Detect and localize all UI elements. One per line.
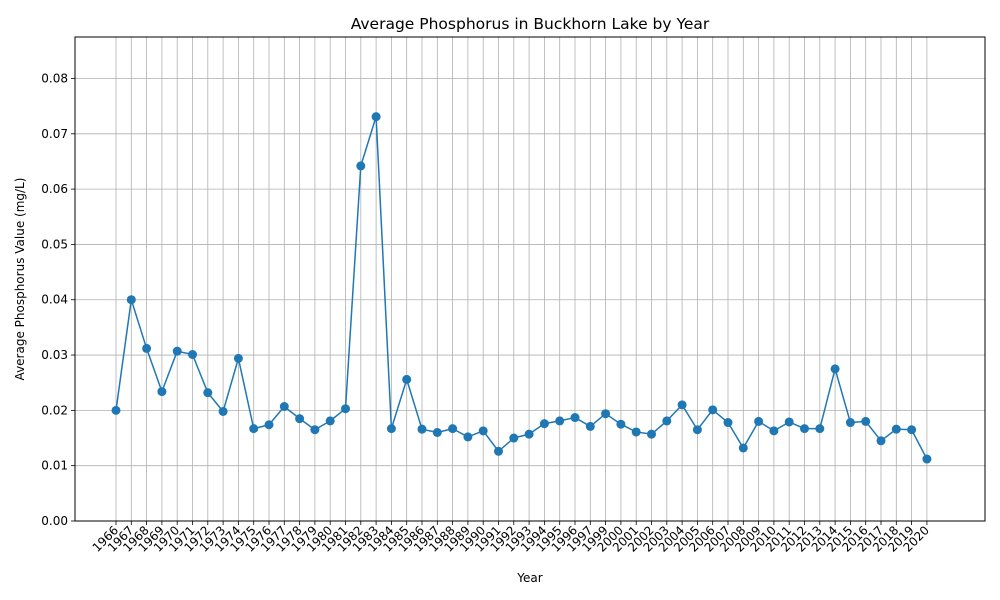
data-point	[784, 417, 794, 427]
data-point	[907, 425, 917, 435]
data-point	[172, 346, 182, 356]
data-point	[662, 416, 672, 426]
data-point	[800, 424, 809, 434]
y-tick-label: 0.06	[41, 182, 68, 196]
data-point	[616, 419, 626, 429]
data-point	[539, 419, 549, 429]
data-point	[631, 427, 641, 437]
data-point	[249, 424, 259, 434]
y-tick-label: 0.01	[41, 459, 68, 473]
data-point	[341, 404, 350, 414]
data-point	[754, 416, 764, 426]
data-point	[203, 388, 213, 398]
y-tick-label: 0.00	[41, 514, 68, 528]
y-tick-label: 0.05	[41, 237, 68, 251]
y-tick-label: 0.03	[41, 348, 68, 362]
data-point	[218, 406, 228, 416]
data-point	[264, 420, 274, 430]
x-axis-title: Year	[516, 571, 542, 585]
data-point	[432, 427, 442, 437]
series-group	[111, 112, 932, 464]
data-point	[279, 401, 289, 411]
chart-title: Average Phosphorus in Buckhorn Lake by Y…	[351, 15, 710, 33]
data-point	[677, 400, 687, 410]
y-tick-label: 0.02	[41, 403, 68, 417]
data-point	[371, 112, 381, 122]
data-point	[111, 405, 121, 415]
data-point	[585, 421, 595, 431]
data-point	[157, 387, 167, 397]
plot-frame	[74, 36, 986, 522]
data-point	[861, 416, 871, 426]
data-point	[478, 426, 488, 436]
data-point	[647, 429, 656, 439]
data-point	[494, 446, 503, 456]
data-point	[233, 353, 243, 363]
data-point	[555, 416, 565, 426]
data-point	[601, 409, 611, 419]
data-point	[295, 414, 305, 424]
data-point	[509, 433, 519, 443]
data-point	[524, 429, 534, 439]
data-point	[310, 425, 320, 435]
data-point	[402, 374, 412, 384]
data-point	[126, 295, 136, 305]
y-tick-label: 0.04	[41, 293, 68, 307]
x-gridlines	[115, 37, 928, 521]
data-point	[815, 424, 825, 434]
data-point	[769, 426, 779, 436]
data-point	[356, 161, 366, 171]
data-point	[463, 432, 473, 442]
data-point	[448, 424, 458, 434]
data-point	[891, 424, 901, 434]
data-point	[708, 405, 718, 415]
y-axis-ticks: 0.00 0.01 0.02 0.03 0.04 0.05 0.06 0.07 0.08	[41, 71, 75, 528]
data-point	[142, 343, 152, 353]
y-tick-label: 0.07	[41, 127, 68, 141]
data-point	[845, 418, 855, 428]
data-point	[692, 425, 702, 435]
y-tick-label: 0.08	[41, 71, 68, 85]
data-point	[386, 424, 396, 434]
data-point	[738, 443, 748, 453]
data-point	[325, 416, 335, 426]
data-point	[570, 413, 580, 423]
data-point	[830, 364, 840, 374]
data-point	[876, 436, 886, 446]
data-point	[723, 418, 733, 428]
data-point	[188, 350, 197, 360]
data-point	[417, 424, 427, 434]
data-point	[922, 454, 932, 464]
y-axis-title: Average Phosphorus Value (mg/L)	[13, 178, 27, 381]
